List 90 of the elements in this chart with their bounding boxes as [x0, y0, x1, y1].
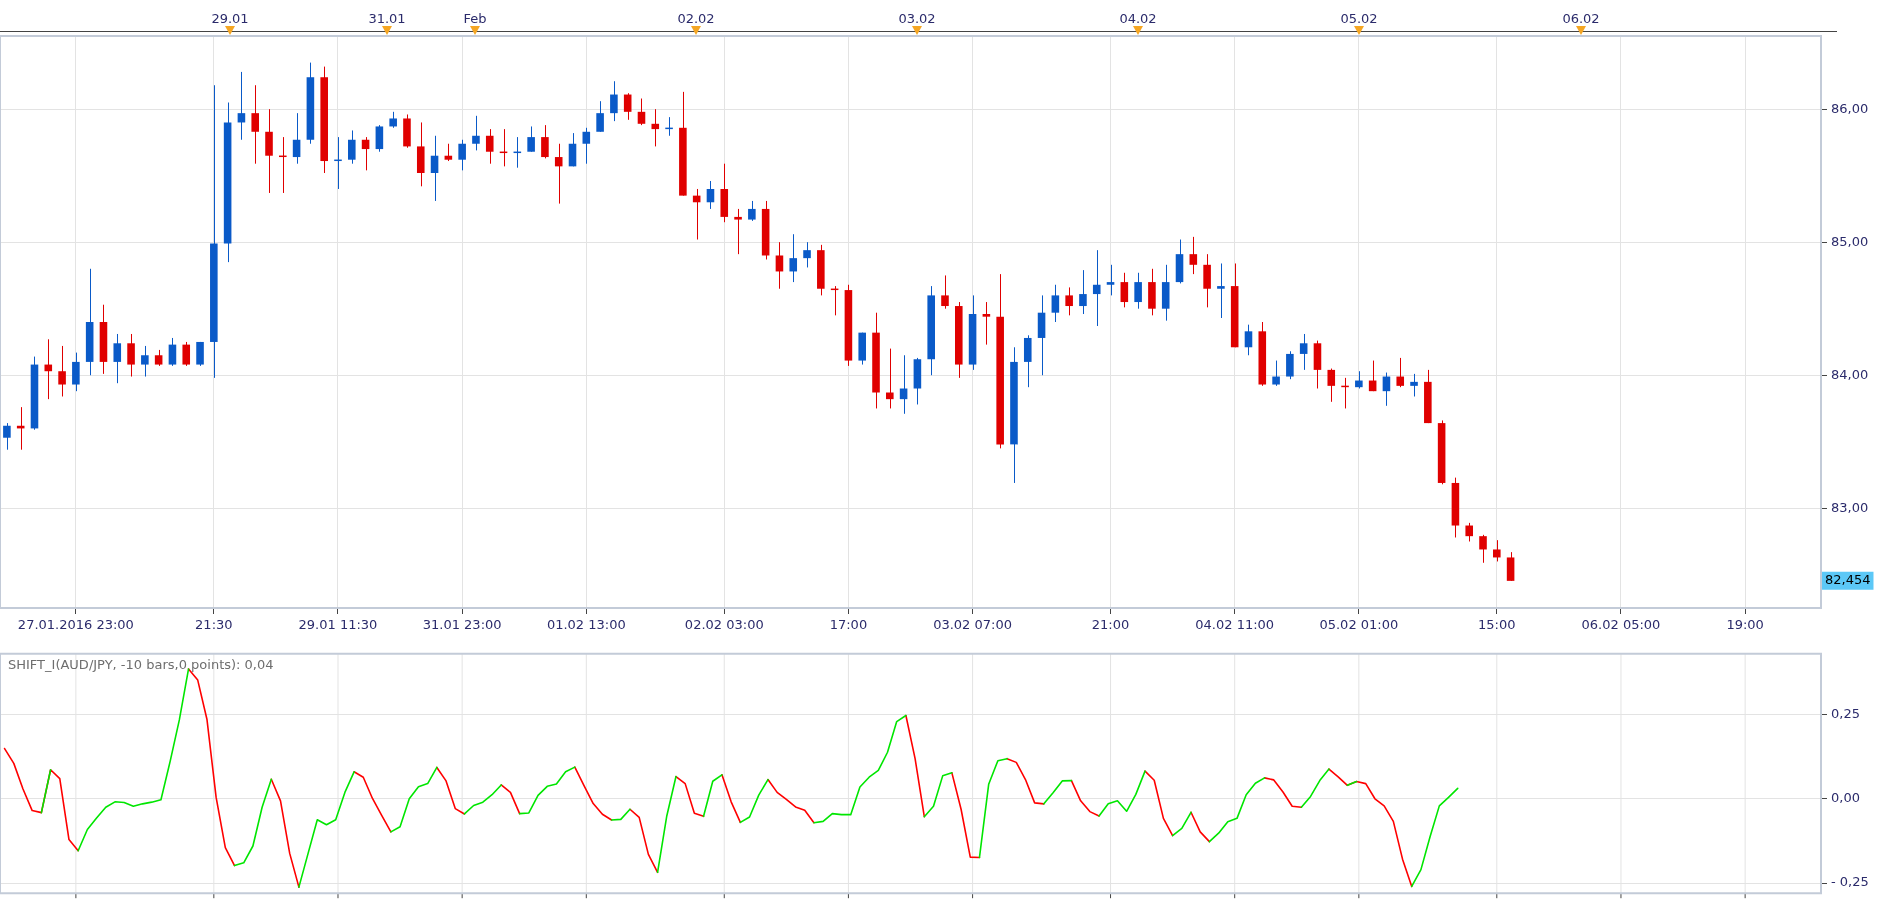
- candlestick: [1299, 333, 1308, 371]
- candlestick: [1272, 360, 1280, 387]
- y-tick-label: 83,00: [1831, 499, 1869, 515]
- candlestick: [141, 345, 149, 378]
- candlestick: [182, 341, 191, 367]
- candlestick: [1023, 334, 1032, 388]
- candlestick: [527, 125, 535, 153]
- y-tick-label: 84,00: [1831, 366, 1869, 382]
- x-tick-label: 27.01.2016 23:00: [17, 617, 134, 633]
- candlestick: [1203, 253, 1211, 308]
- candlestick: [1286, 350, 1294, 380]
- candlestick: [1134, 272, 1142, 310]
- x-tick-label: 15:00: [1478, 617, 1516, 633]
- x-tick-label: 21:00: [1091, 617, 1130, 633]
- x-tick-label: 06.02 05:00: [1581, 617, 1661, 633]
- candlestick: [1106, 264, 1115, 296]
- x-tick-label: 17:00: [829, 617, 868, 633]
- candlestick: [1506, 551, 1515, 582]
- x-tick-label: 03.02 07:00: [933, 617, 1012, 633]
- candlestick: [168, 337, 177, 367]
- candlestick: [1479, 534, 1487, 564]
- x-tick-label: 02.02 03:00: [684, 617, 764, 633]
- y-tick-label: - 0,25: [1831, 874, 1869, 890]
- candlestick: [1120, 272, 1129, 308]
- x-tick-label: 19:00: [1726, 617, 1764, 633]
- text: 31.01: [368, 11, 406, 26]
- candlestick: [734, 208, 742, 255]
- candlestick: [941, 274, 949, 310]
- text: 29.01: [211, 11, 249, 26]
- text: 82,454: [1825, 572, 1871, 588]
- text: 06.02: [1562, 11, 1600, 26]
- candlestick: [1327, 368, 1336, 403]
- candlestick: [886, 348, 894, 409]
- candlestick: [1189, 236, 1198, 275]
- candlestick: [610, 80, 618, 122]
- y-tick-label: 0,00: [1831, 790, 1860, 806]
- text: 04.02: [1119, 11, 1157, 26]
- x-tick-label: 01.02 13:00: [546, 617, 626, 633]
- candlestick: [113, 333, 122, 384]
- candlestick: [803, 241, 811, 268]
- candlestick: [347, 129, 356, 165]
- candlestick: [582, 127, 591, 165]
- y-tick-label: 0,25: [1831, 705, 1860, 721]
- candlestick: [623, 92, 632, 121]
- candlestick: [127, 333, 135, 378]
- candlestick: [1244, 324, 1253, 356]
- candlestick: [3, 422, 11, 451]
- candlestick: [568, 132, 577, 167]
- candlestick: [458, 139, 466, 171]
- text: Feb: [463, 11, 487, 26]
- candlestick: [789, 233, 798, 283]
- candlestick: [748, 200, 756, 222]
- candlestick: [1465, 522, 1474, 542]
- candlestick: [1092, 249, 1101, 327]
- x-tick-label: 31.01 23:00: [422, 617, 502, 633]
- candlestick: [472, 115, 480, 151]
- candlestick: [651, 108, 660, 147]
- candlestick: [265, 108, 273, 194]
- candlestick: [1065, 286, 1073, 316]
- candlestick: [292, 112, 301, 165]
- y-tick-label: 85,00: [1831, 233, 1869, 249]
- candlestick: [706, 180, 715, 210]
- candlestick: [1410, 373, 1418, 397]
- candlestick: [375, 124, 384, 153]
- candlestick: [72, 352, 80, 392]
- y-tick-label: 86,00: [1831, 100, 1869, 116]
- x-tick-label: 05.02 01:00: [1319, 617, 1399, 633]
- x-tick-label: 21:30: [195, 617, 233, 633]
- candlestick: [775, 241, 784, 290]
- candlestick: [554, 143, 563, 205]
- candlestick: [596, 100, 604, 133]
- candlestick: [637, 98, 646, 126]
- text: 02.02: [677, 11, 715, 26]
- x-tick-label: 04.02 11:00: [1195, 617, 1275, 633]
- candlestick: [430, 135, 439, 202]
- candlestick: [251, 84, 260, 165]
- candlestick: [58, 345, 66, 397]
- candlestick: [44, 338, 53, 400]
- text: 05.02: [1340, 11, 1378, 26]
- candlestick: [1396, 357, 1405, 388]
- candlestick: [1217, 262, 1225, 319]
- candlestick: [1493, 539, 1501, 562]
- x-tick-label: 29.01 11:30: [298, 617, 378, 633]
- candlestick: [982, 301, 991, 346]
- text: 03.02: [898, 11, 936, 26]
- chart-title: SHIFT_I(AUD/JPY, -10 bars,0 points): 0,04: [8, 656, 274, 672]
- candlestick: [1079, 269, 1087, 315]
- candlestick: [541, 124, 549, 159]
- candlestick: [1051, 284, 1060, 323]
- candlestick: [485, 128, 494, 165]
